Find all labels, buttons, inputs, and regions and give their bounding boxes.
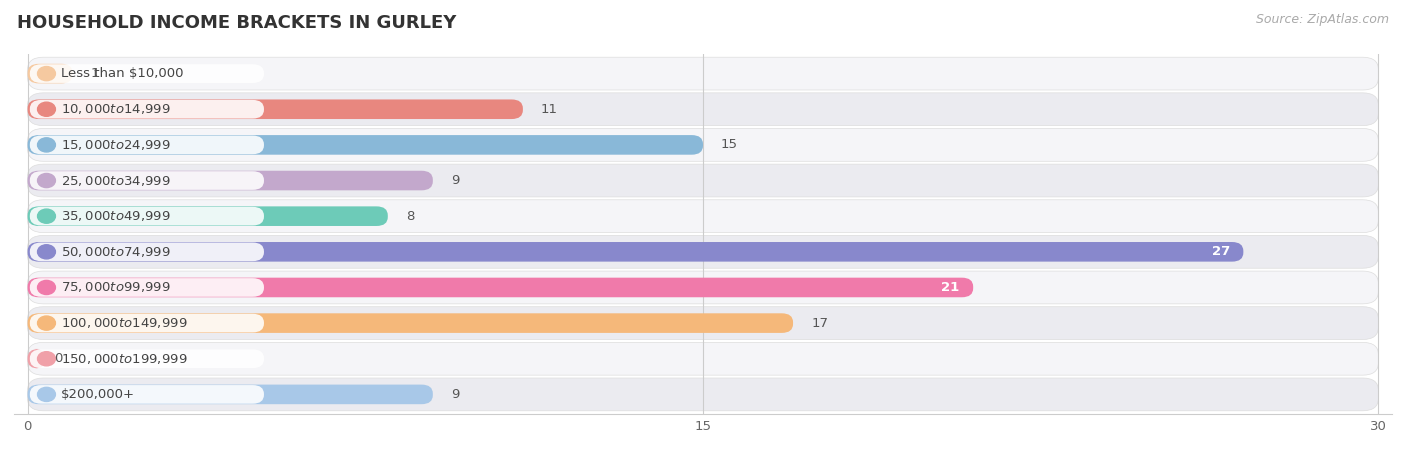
Circle shape [38, 280, 55, 295]
FancyBboxPatch shape [28, 200, 1378, 233]
FancyBboxPatch shape [28, 378, 1378, 411]
FancyBboxPatch shape [28, 349, 45, 369]
Text: 0: 0 [55, 352, 63, 365]
FancyBboxPatch shape [28, 235, 1378, 268]
FancyBboxPatch shape [30, 171, 264, 190]
FancyBboxPatch shape [28, 207, 388, 226]
Circle shape [38, 173, 55, 188]
FancyBboxPatch shape [28, 385, 433, 404]
FancyBboxPatch shape [28, 242, 1243, 261]
FancyBboxPatch shape [28, 164, 1378, 197]
Circle shape [38, 316, 55, 330]
Text: 15: 15 [721, 139, 738, 151]
Circle shape [38, 67, 55, 81]
FancyBboxPatch shape [30, 314, 264, 333]
Text: $25,000 to $34,999: $25,000 to $34,999 [62, 174, 172, 188]
Text: 27: 27 [1212, 245, 1230, 258]
FancyBboxPatch shape [28, 313, 793, 333]
Circle shape [38, 245, 55, 259]
FancyBboxPatch shape [28, 64, 73, 83]
Circle shape [38, 387, 55, 401]
FancyBboxPatch shape [28, 342, 1378, 375]
FancyBboxPatch shape [30, 278, 264, 297]
Text: $50,000 to $74,999: $50,000 to $74,999 [62, 245, 172, 259]
Text: $100,000 to $149,999: $100,000 to $149,999 [62, 316, 188, 330]
FancyBboxPatch shape [28, 129, 1378, 161]
FancyBboxPatch shape [30, 100, 264, 118]
Text: $15,000 to $24,999: $15,000 to $24,999 [62, 138, 172, 152]
Text: HOUSEHOLD INCOME BRACKETS IN GURLEY: HOUSEHOLD INCOME BRACKETS IN GURLEY [17, 14, 456, 32]
FancyBboxPatch shape [28, 93, 1378, 126]
FancyBboxPatch shape [30, 385, 264, 404]
FancyBboxPatch shape [28, 99, 523, 119]
Circle shape [38, 352, 55, 366]
Circle shape [38, 138, 55, 152]
Text: $35,000 to $49,999: $35,000 to $49,999 [62, 209, 172, 223]
FancyBboxPatch shape [30, 243, 264, 261]
Text: 9: 9 [451, 388, 460, 401]
FancyBboxPatch shape [28, 171, 433, 190]
Text: 21: 21 [942, 281, 960, 294]
FancyBboxPatch shape [28, 135, 703, 155]
Text: $75,000 to $99,999: $75,000 to $99,999 [62, 280, 172, 294]
FancyBboxPatch shape [30, 64, 264, 83]
FancyBboxPatch shape [28, 57, 1378, 90]
Text: $10,000 to $14,999: $10,000 to $14,999 [62, 102, 172, 116]
FancyBboxPatch shape [28, 278, 973, 297]
Text: 1: 1 [90, 67, 98, 80]
Text: 9: 9 [451, 174, 460, 187]
FancyBboxPatch shape [30, 207, 264, 225]
FancyBboxPatch shape [28, 307, 1378, 339]
Text: $200,000+: $200,000+ [62, 388, 135, 401]
Text: Source: ZipAtlas.com: Source: ZipAtlas.com [1256, 14, 1389, 27]
FancyBboxPatch shape [30, 350, 264, 368]
Circle shape [38, 209, 55, 223]
Text: 17: 17 [811, 317, 828, 329]
Circle shape [38, 102, 55, 116]
Text: $150,000 to $199,999: $150,000 to $199,999 [62, 352, 188, 366]
Text: 11: 11 [541, 103, 558, 116]
FancyBboxPatch shape [30, 135, 264, 154]
Text: 8: 8 [406, 210, 415, 223]
Text: Less than $10,000: Less than $10,000 [62, 67, 184, 80]
FancyBboxPatch shape [28, 271, 1378, 304]
